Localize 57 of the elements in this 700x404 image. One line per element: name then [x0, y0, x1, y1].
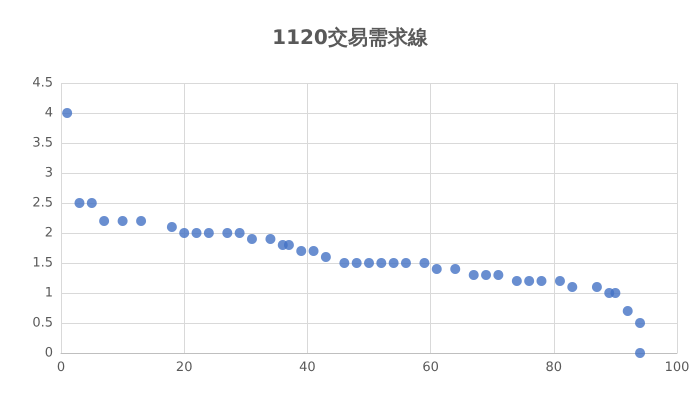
point — [400, 258, 411, 268]
point — [179, 228, 190, 238]
point — [592, 282, 602, 292]
point — [388, 258, 399, 268]
y-tick-label: 1.5 — [32, 256, 53, 270]
point — [62, 108, 72, 118]
point — [364, 258, 374, 268]
y-tick-label: 3 — [44, 166, 53, 180]
point — [419, 258, 430, 268]
point — [308, 246, 319, 256]
point — [222, 228, 232, 238]
point — [493, 270, 504, 280]
y-tick-label: 0.5 — [32, 316, 53, 330]
point — [554, 276, 565, 286]
point — [204, 228, 214, 238]
point — [432, 264, 442, 274]
point — [284, 240, 294, 250]
point — [118, 216, 128, 226]
x-tick-label: 60 — [422, 360, 439, 375]
point — [512, 276, 522, 286]
y-tick-label: 1 — [44, 286, 53, 300]
chart-title: 1120交易需求線 — [272, 25, 429, 49]
y-tick-label: 4 — [44, 106, 53, 120]
point — [99, 216, 110, 226]
point — [376, 258, 386, 268]
point — [234, 228, 245, 238]
point — [567, 282, 578, 292]
x-tick-label: 40 — [299, 360, 316, 375]
point — [86, 198, 97, 208]
point — [320, 252, 331, 262]
y-tick-label: 3.5 — [32, 136, 53, 150]
y-tick-label: 4.5 — [32, 76, 53, 90]
point — [524, 276, 534, 286]
point — [635, 318, 646, 328]
point — [166, 222, 177, 232]
point — [296, 246, 306, 256]
point — [246, 234, 257, 244]
point — [450, 264, 460, 274]
point — [481, 270, 492, 280]
point — [352, 258, 362, 268]
point — [536, 276, 546, 286]
point — [192, 228, 202, 238]
y-tick-label: 2.5 — [32, 196, 53, 210]
point — [468, 270, 479, 280]
x-tick-label: 0 — [56, 360, 66, 375]
x-tick-label: 100 — [664, 360, 690, 375]
point — [610, 288, 620, 298]
y-tick-label: 2 — [44, 226, 53, 240]
point — [265, 234, 276, 244]
x-tick-label: 20 — [176, 360, 192, 375]
point — [635, 348, 646, 358]
x-tick-label: 80 — [546, 360, 562, 375]
point — [74, 198, 84, 208]
y-tick-label: 0 — [44, 346, 53, 360]
point — [622, 306, 633, 316]
point — [339, 258, 350, 268]
point — [136, 216, 146, 226]
